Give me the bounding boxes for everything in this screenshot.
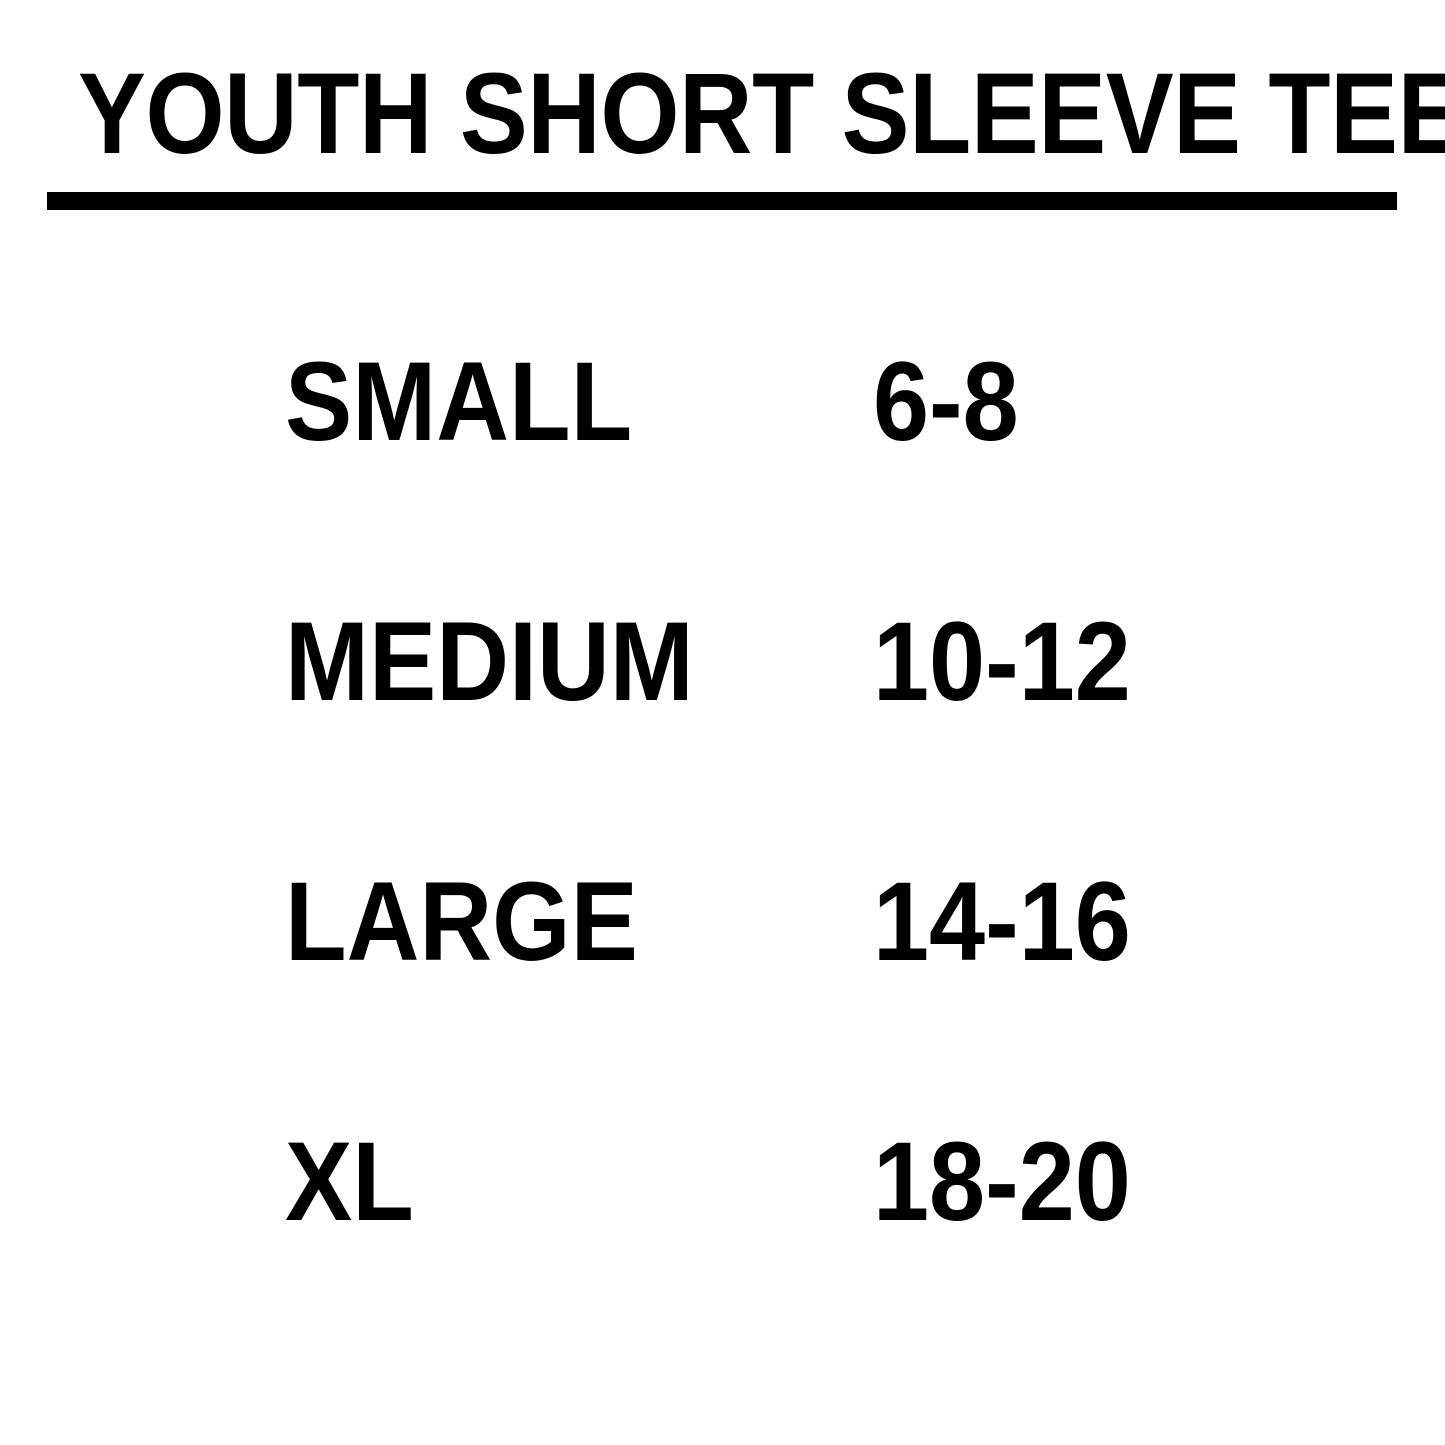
size-label: MEDIUM: [285, 599, 694, 724]
table-row: MEDIUM 10-12: [0, 599, 1445, 724]
size-label: SMALL: [285, 339, 633, 464]
table-row: LARGE 14-16: [0, 859, 1445, 984]
title-underline-rule: [47, 192, 1397, 210]
table-row: XL 18-20: [0, 1119, 1445, 1244]
table-row: SMALL 6-8: [0, 339, 1445, 464]
age-range-value: 10-12: [873, 599, 1131, 724]
age-range-value: 6-8: [873, 339, 1019, 464]
age-range-value: 14-16: [873, 859, 1131, 984]
age-range-value: 18-20: [873, 1119, 1131, 1244]
size-label: XL: [285, 1119, 414, 1244]
size-label: LARGE: [285, 859, 638, 984]
page-title: YOUTH SHORT SLEEVE TEES: [78, 50, 1445, 178]
